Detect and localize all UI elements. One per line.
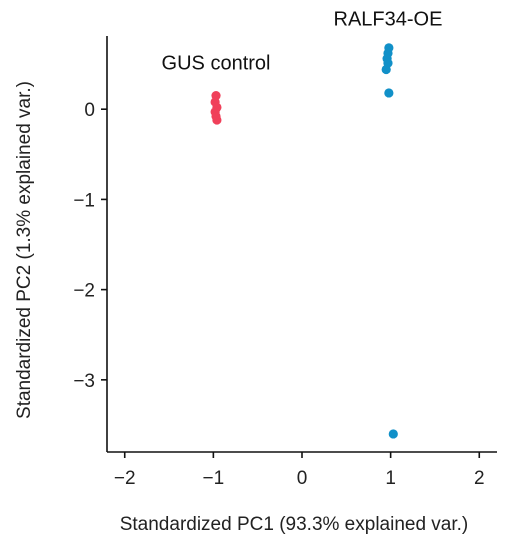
- ralf34-oe-point: [381, 64, 391, 75]
- ralf34-oe-point: [384, 88, 394, 98]
- axes: [106, 36, 497, 453]
- y-tick-label: −3: [73, 371, 95, 392]
- gus-control-point: [212, 115, 222, 125]
- ralf34-oe-label: RALF34-OE: [334, 8, 443, 30]
- x-tick-label: 2: [474, 468, 485, 489]
- y-tick-label: 0: [84, 100, 95, 121]
- x-tick-label: −2: [114, 468, 136, 489]
- y-axis-title: Standardized PC2 (1.3% explained var.): [14, 81, 35, 419]
- ralf34-oe-point: [388, 429, 398, 439]
- y-tick-label: −2: [73, 281, 95, 302]
- x-ticks: −2 −1 0 1 2: [114, 452, 485, 489]
- data-points: [210, 43, 398, 439]
- x-tick-label: 0: [297, 468, 308, 489]
- gus-control-label: GUS control: [162, 52, 271, 74]
- annotations: GUS control RALF34-OE: [162, 8, 443, 74]
- y-tick-label: −1: [73, 190, 95, 211]
- x-tick-label: −1: [203, 468, 225, 489]
- x-axis-title: Standardized PC1 (93.3% explained var.): [120, 514, 469, 535]
- y-ticks: 0 −1 −2 −3: [73, 100, 107, 392]
- x-tick-label: 1: [385, 468, 396, 489]
